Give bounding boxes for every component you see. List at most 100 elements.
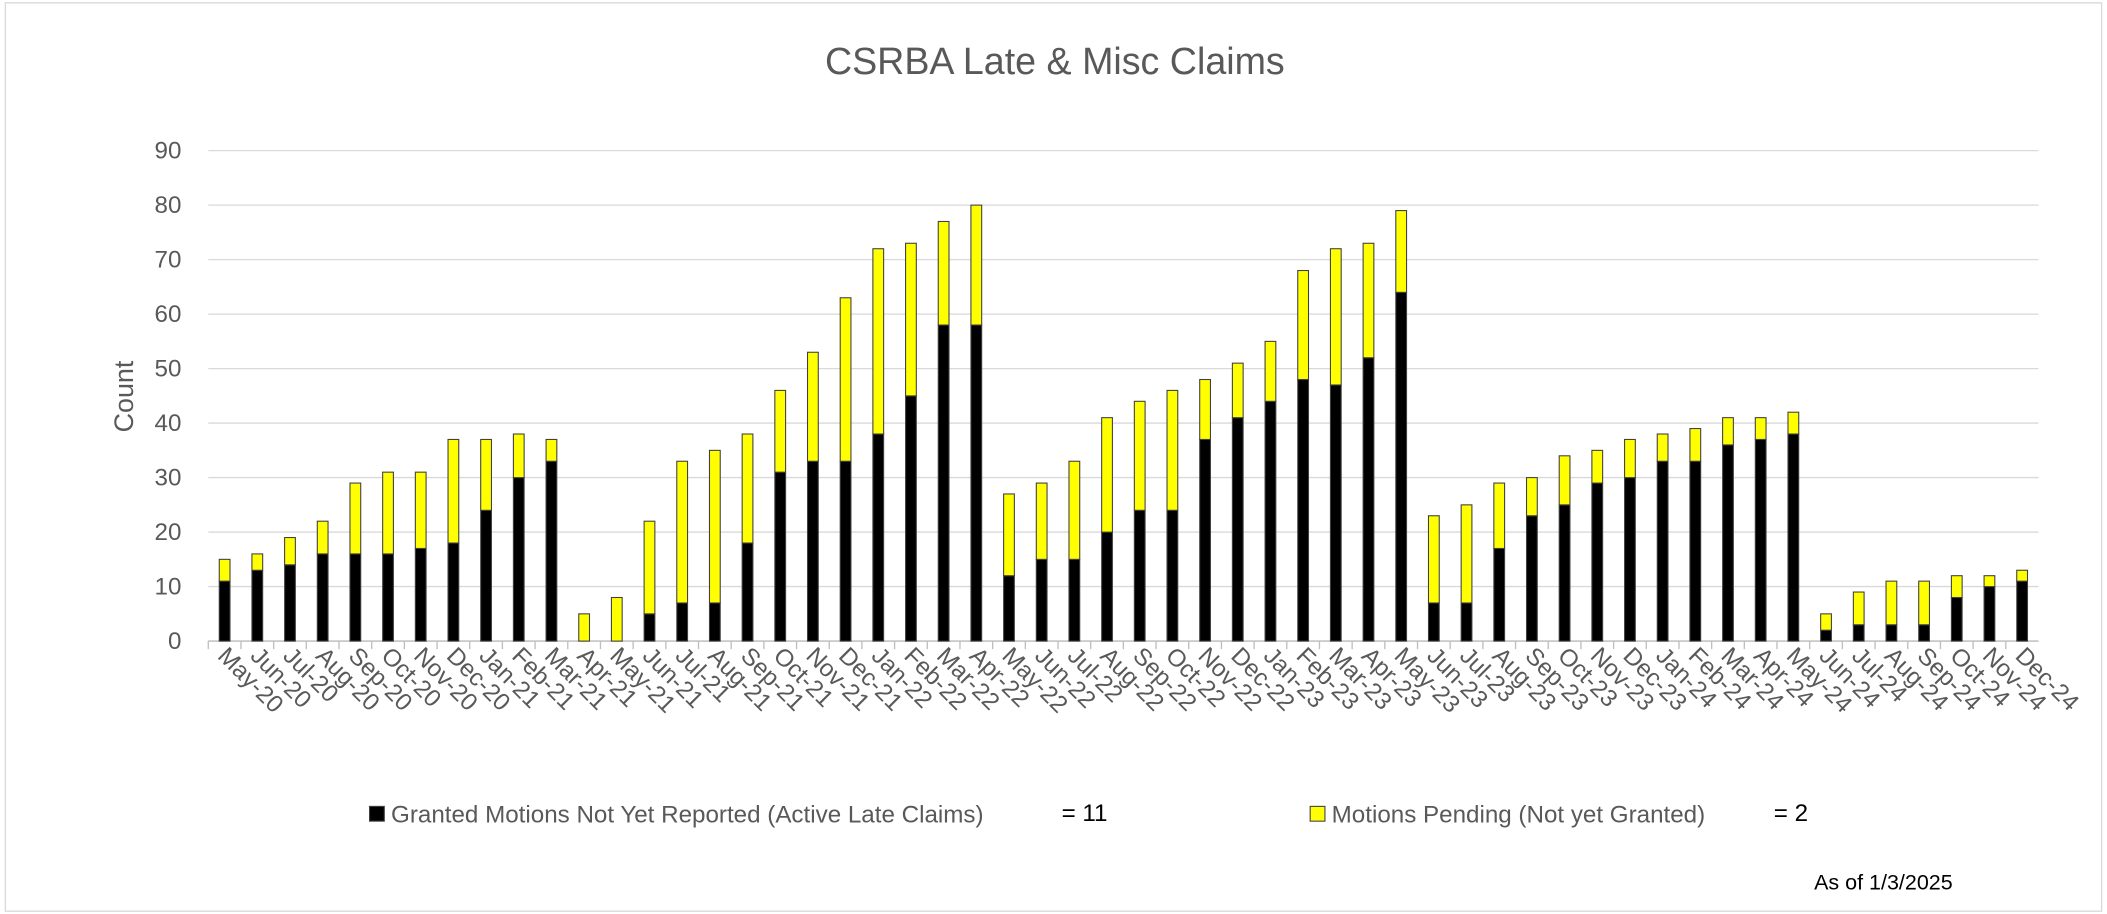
bar-segment bbox=[643, 613, 656, 642]
bar-segment bbox=[1852, 624, 1865, 642]
bar-segment bbox=[1722, 444, 1734, 642]
bar-segment bbox=[1624, 477, 1636, 642]
bar-segment bbox=[1983, 575, 1996, 588]
chart-border bbox=[4, 2, 2103, 912]
bar-segment bbox=[643, 520, 656, 615]
bar-segment bbox=[447, 438, 460, 544]
bar-segment bbox=[447, 542, 460, 642]
bar-segment bbox=[1068, 460, 1081, 560]
bar-segment bbox=[1297, 269, 1310, 381]
bar-segment bbox=[1231, 362, 1244, 419]
footnote: As of 1/3/2025 bbox=[1814, 871, 1953, 895]
bar-segment bbox=[1754, 438, 1767, 642]
bar-segment bbox=[1329, 248, 1342, 386]
bar-segment bbox=[512, 477, 525, 642]
bar-segment bbox=[1950, 575, 1963, 599]
bar-segment bbox=[937, 324, 950, 642]
legend-label: Motions Pending (Not yet Granted) bbox=[1332, 802, 1706, 829]
bar-segment bbox=[774, 389, 787, 473]
legend-annotation: = 2 bbox=[1774, 800, 1808, 827]
legend-annotation: = 11 bbox=[1062, 800, 1108, 827]
bar-segment bbox=[545, 438, 558, 462]
bar-segment bbox=[414, 547, 427, 642]
bar-segment bbox=[218, 558, 231, 582]
bar-segment bbox=[970, 324, 983, 642]
bar-segment bbox=[1199, 438, 1211, 642]
bar-segment bbox=[1133, 509, 1146, 642]
bar-segment bbox=[1035, 558, 1048, 642]
bar-segment bbox=[316, 553, 329, 642]
bar-segment bbox=[316, 520, 329, 555]
bar-segment bbox=[905, 242, 917, 397]
bar-segment bbox=[1689, 428, 1702, 462]
bar-segment bbox=[1558, 504, 1571, 642]
bar-segment bbox=[218, 580, 231, 642]
legend-swatch bbox=[1309, 805, 1326, 822]
bar-segment bbox=[1558, 455, 1571, 506]
y-axis-label: Count bbox=[109, 360, 139, 432]
bar-segment bbox=[1264, 340, 1277, 402]
bar-segment bbox=[1003, 575, 1015, 642]
legend-label: Granted Motions Not Yet Reported (Active… bbox=[391, 802, 984, 829]
bar-segment bbox=[708, 602, 721, 642]
bar-segment bbox=[970, 204, 983, 326]
y-tick-label: 50 bbox=[155, 356, 182, 383]
bar-segment bbox=[1820, 613, 1832, 631]
bar-segment bbox=[905, 395, 917, 642]
bar-segment bbox=[1787, 433, 1800, 642]
bar-segment bbox=[1918, 580, 1930, 626]
bar-segment bbox=[1395, 291, 1408, 642]
bar-segment bbox=[1852, 591, 1865, 626]
bar-segment bbox=[1264, 400, 1277, 642]
bar-segment bbox=[251, 569, 264, 642]
bar-segment bbox=[480, 438, 492, 511]
bar-segment bbox=[1787, 411, 1800, 435]
bar-segment bbox=[512, 433, 525, 479]
bar-segment bbox=[1460, 504, 1473, 604]
bar-segment bbox=[708, 449, 721, 604]
y-tick-label: 20 bbox=[155, 519, 182, 546]
bar-segment bbox=[872, 248, 885, 435]
bar-segment bbox=[1820, 629, 1832, 642]
bar-segment bbox=[545, 460, 558, 642]
bar-segment bbox=[741, 542, 754, 642]
bar-segment bbox=[1427, 515, 1440, 604]
bar-segment bbox=[676, 602, 689, 642]
y-tick-label: 60 bbox=[155, 301, 182, 328]
bar-segment bbox=[349, 553, 362, 642]
bar-segment bbox=[1101, 417, 1113, 533]
bar-segment bbox=[774, 471, 787, 642]
bar-segment bbox=[1068, 558, 1081, 642]
bar-segment bbox=[1395, 210, 1408, 293]
bar-segment bbox=[414, 471, 427, 549]
bar-segment bbox=[1950, 596, 1963, 642]
bar-segment bbox=[1624, 438, 1636, 479]
bar-segment bbox=[1427, 602, 1440, 642]
bar-segment bbox=[872, 433, 885, 642]
y-tick-label: 80 bbox=[155, 192, 182, 219]
bar-segment bbox=[1362, 242, 1375, 359]
y-tick-label: 40 bbox=[155, 410, 182, 437]
bar-segment bbox=[2016, 569, 2029, 582]
bar-segment bbox=[1297, 378, 1310, 642]
bar-segment bbox=[676, 460, 689, 604]
bar-segment bbox=[1525, 477, 1538, 517]
bar-segment bbox=[741, 433, 754, 544]
bar-segment bbox=[382, 553, 394, 642]
bar-segment bbox=[480, 509, 492, 642]
bar-segment bbox=[839, 460, 852, 642]
bar-segment bbox=[1460, 602, 1473, 642]
bar-segment bbox=[251, 553, 264, 571]
bar-segment bbox=[1591, 449, 1604, 484]
bar-segment bbox=[284, 564, 296, 642]
bar-segment bbox=[1166, 389, 1179, 511]
bar-segment bbox=[1003, 493, 1015, 577]
bar-segment bbox=[1689, 460, 1702, 642]
bar-segment bbox=[839, 297, 852, 462]
bar-segment bbox=[937, 220, 950, 326]
bar-segment bbox=[1591, 482, 1604, 642]
bar-segment bbox=[382, 471, 394, 555]
bar-segment bbox=[1035, 482, 1048, 560]
bar-segment bbox=[1133, 400, 1146, 511]
